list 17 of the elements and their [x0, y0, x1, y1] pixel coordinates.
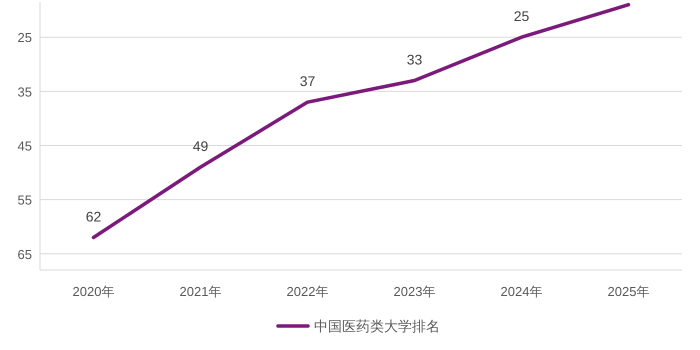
x-tick-label: 2021年 — [180, 284, 222, 299]
data-label: 62 — [86, 208, 102, 225]
y-tick-label: 45 — [18, 138, 32, 154]
data-label: 33 — [406, 52, 422, 68]
y-tick-label: 55 — [18, 192, 32, 208]
data-label: 49 — [192, 138, 208, 154]
x-tick-label: 2022年 — [286, 284, 328, 299]
x-tick-label: 2025年 — [608, 284, 650, 299]
x-tick-label: 2020年 — [72, 284, 114, 299]
data-label: 37 — [300, 73, 316, 90]
x-tick-label: 2024年 — [500, 284, 542, 299]
y-tick-label: 25 — [18, 30, 32, 46]
x-tick-label: 2023年 — [394, 284, 436, 299]
legend-label: 中国医药类大学排名 — [314, 318, 440, 334]
y-tick-label: 35 — [18, 84, 32, 100]
y-tick-label: 65 — [18, 246, 32, 262]
data-label: 25 — [514, 8, 530, 24]
